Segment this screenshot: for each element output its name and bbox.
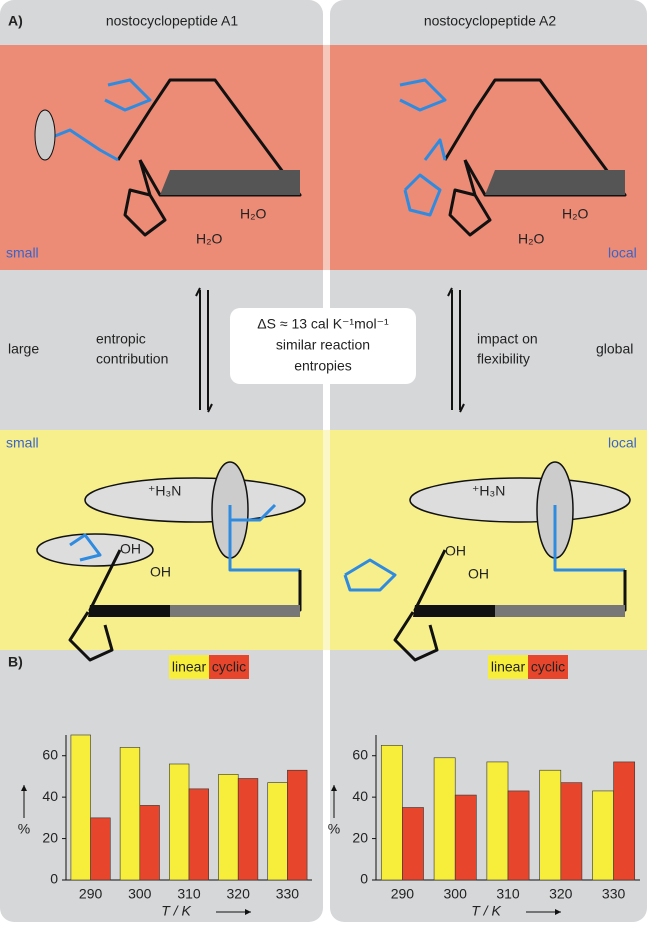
y-tick-label: 0 [360,871,368,887]
tag: local [608,245,637,261]
column-title: nostocyclopeptide A1 [106,13,239,29]
bar [91,818,111,880]
bar [487,762,508,880]
bar [402,808,423,881]
x-tick-label: 290 [391,886,415,902]
x-tick-label: 330 [276,886,300,902]
label: flexibility [477,351,530,367]
hydroxyl: OH [120,541,141,557]
y-tick-label: 20 [352,829,368,845]
bar [381,745,402,880]
water: H₂O [196,231,223,247]
panel-label: B) [8,654,23,670]
water: H₂O [562,206,589,222]
tag: small [6,245,39,261]
bar [238,779,258,881]
x-tick-label: 320 [227,886,251,902]
y-axis-label: % [328,821,340,837]
x-tick-label: 310 [496,886,520,902]
y-tick-label: 60 [42,746,58,762]
bar [71,735,91,880]
bar [140,805,160,880]
y-axis-label: % [18,821,30,837]
bar [540,770,561,880]
bar [614,762,635,880]
x-axis-label: T / K [161,903,191,919]
label: contribution [96,351,168,367]
x-tick-label: 320 [549,886,573,902]
x-tick-label: 330 [602,886,626,902]
panel-label: A) [8,13,23,29]
legend-label: linear [172,659,207,675]
x-tick-label: 310 [177,886,201,902]
bar [268,783,288,880]
label: global [596,341,633,357]
label: large [8,341,39,357]
label: entropic [96,331,146,347]
y-tick-label: 20 [42,829,58,845]
ammonium: ⁺H₃N [472,483,505,499]
figure: A) nostocyclopeptide A1 nostocyclopeptid… [0,0,647,922]
hydroxyl: OH [468,566,489,582]
x-axis-label: T / K [471,903,501,919]
hydroxyl: OH [150,564,171,580]
legend-label: linear [491,659,526,675]
box-text: ΔS ≈ 13 cal K⁻¹mol⁻¹ [257,316,389,332]
water: H₂O [518,231,545,247]
bar [287,770,307,880]
column-title: nostocyclopeptide A2 [424,13,557,29]
x-tick-label: 300 [128,886,152,902]
bar [592,791,613,880]
bar [189,789,209,880]
x-tick-label: 300 [444,886,468,902]
tag: local [608,435,637,451]
ammonium: ⁺H₃N [148,483,181,499]
legend-label: cyclic [531,659,565,675]
bar [434,758,455,880]
box-text: entropies [294,358,352,374]
bar [455,795,476,880]
y-tick-label: 0 [50,871,58,887]
legend-label: cyclic [212,659,246,675]
bar [169,764,189,880]
bar [561,783,582,880]
water: H₂O [240,206,267,222]
bar [120,747,140,880]
box-text: similar reaction [276,337,370,353]
bar [219,774,239,880]
tag: small [6,435,39,451]
hydroxyl: OH [445,543,466,559]
band-gap [323,45,330,270]
y-tick-label: 40 [352,788,368,804]
band-gap [323,430,330,650]
y-tick-label: 60 [352,746,368,762]
y-tick-label: 40 [42,788,58,804]
bar [508,791,529,880]
x-tick-label: 290 [79,886,103,902]
label: impact on [477,331,538,347]
